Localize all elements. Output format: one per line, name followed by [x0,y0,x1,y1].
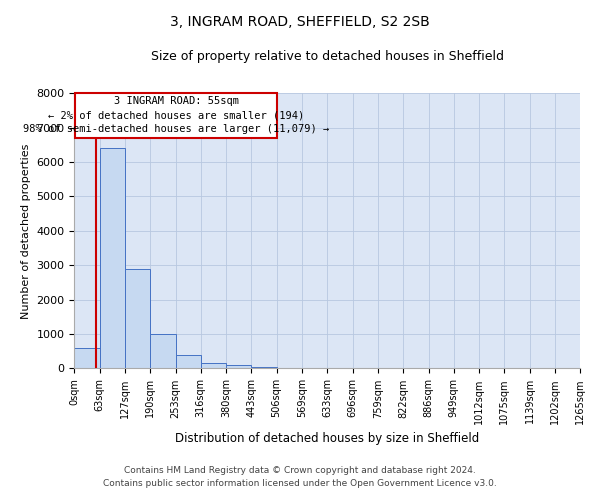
X-axis label: Distribution of detached houses by size in Sheffield: Distribution of detached houses by size … [175,432,479,445]
Bar [100,148,125,368]
Text: Contains HM Land Registry data © Crown copyright and database right 2024.
Contai: Contains HM Land Registry data © Crown c… [103,466,497,487]
Text: 3 INGRAM ROAD: 55sqm
← 2% of detached houses are smaller (194)
98% of semi-detac: 3 INGRAM ROAD: 55sqm ← 2% of detached ho… [23,96,329,134]
Bar [125,268,151,368]
Text: 3, INGRAM ROAD, SHEFFIELD, S2 2SB: 3, INGRAM ROAD, SHEFFIELD, S2 2SB [170,15,430,29]
Bar [176,354,200,368]
FancyBboxPatch shape [75,92,277,138]
Y-axis label: Number of detached properties: Number of detached properties [21,143,31,318]
Bar [151,334,176,368]
Title: Size of property relative to detached houses in Sheffield: Size of property relative to detached ho… [151,50,503,63]
Bar [200,364,226,368]
Bar [251,366,277,368]
Bar [226,365,251,368]
Bar [74,348,100,368]
